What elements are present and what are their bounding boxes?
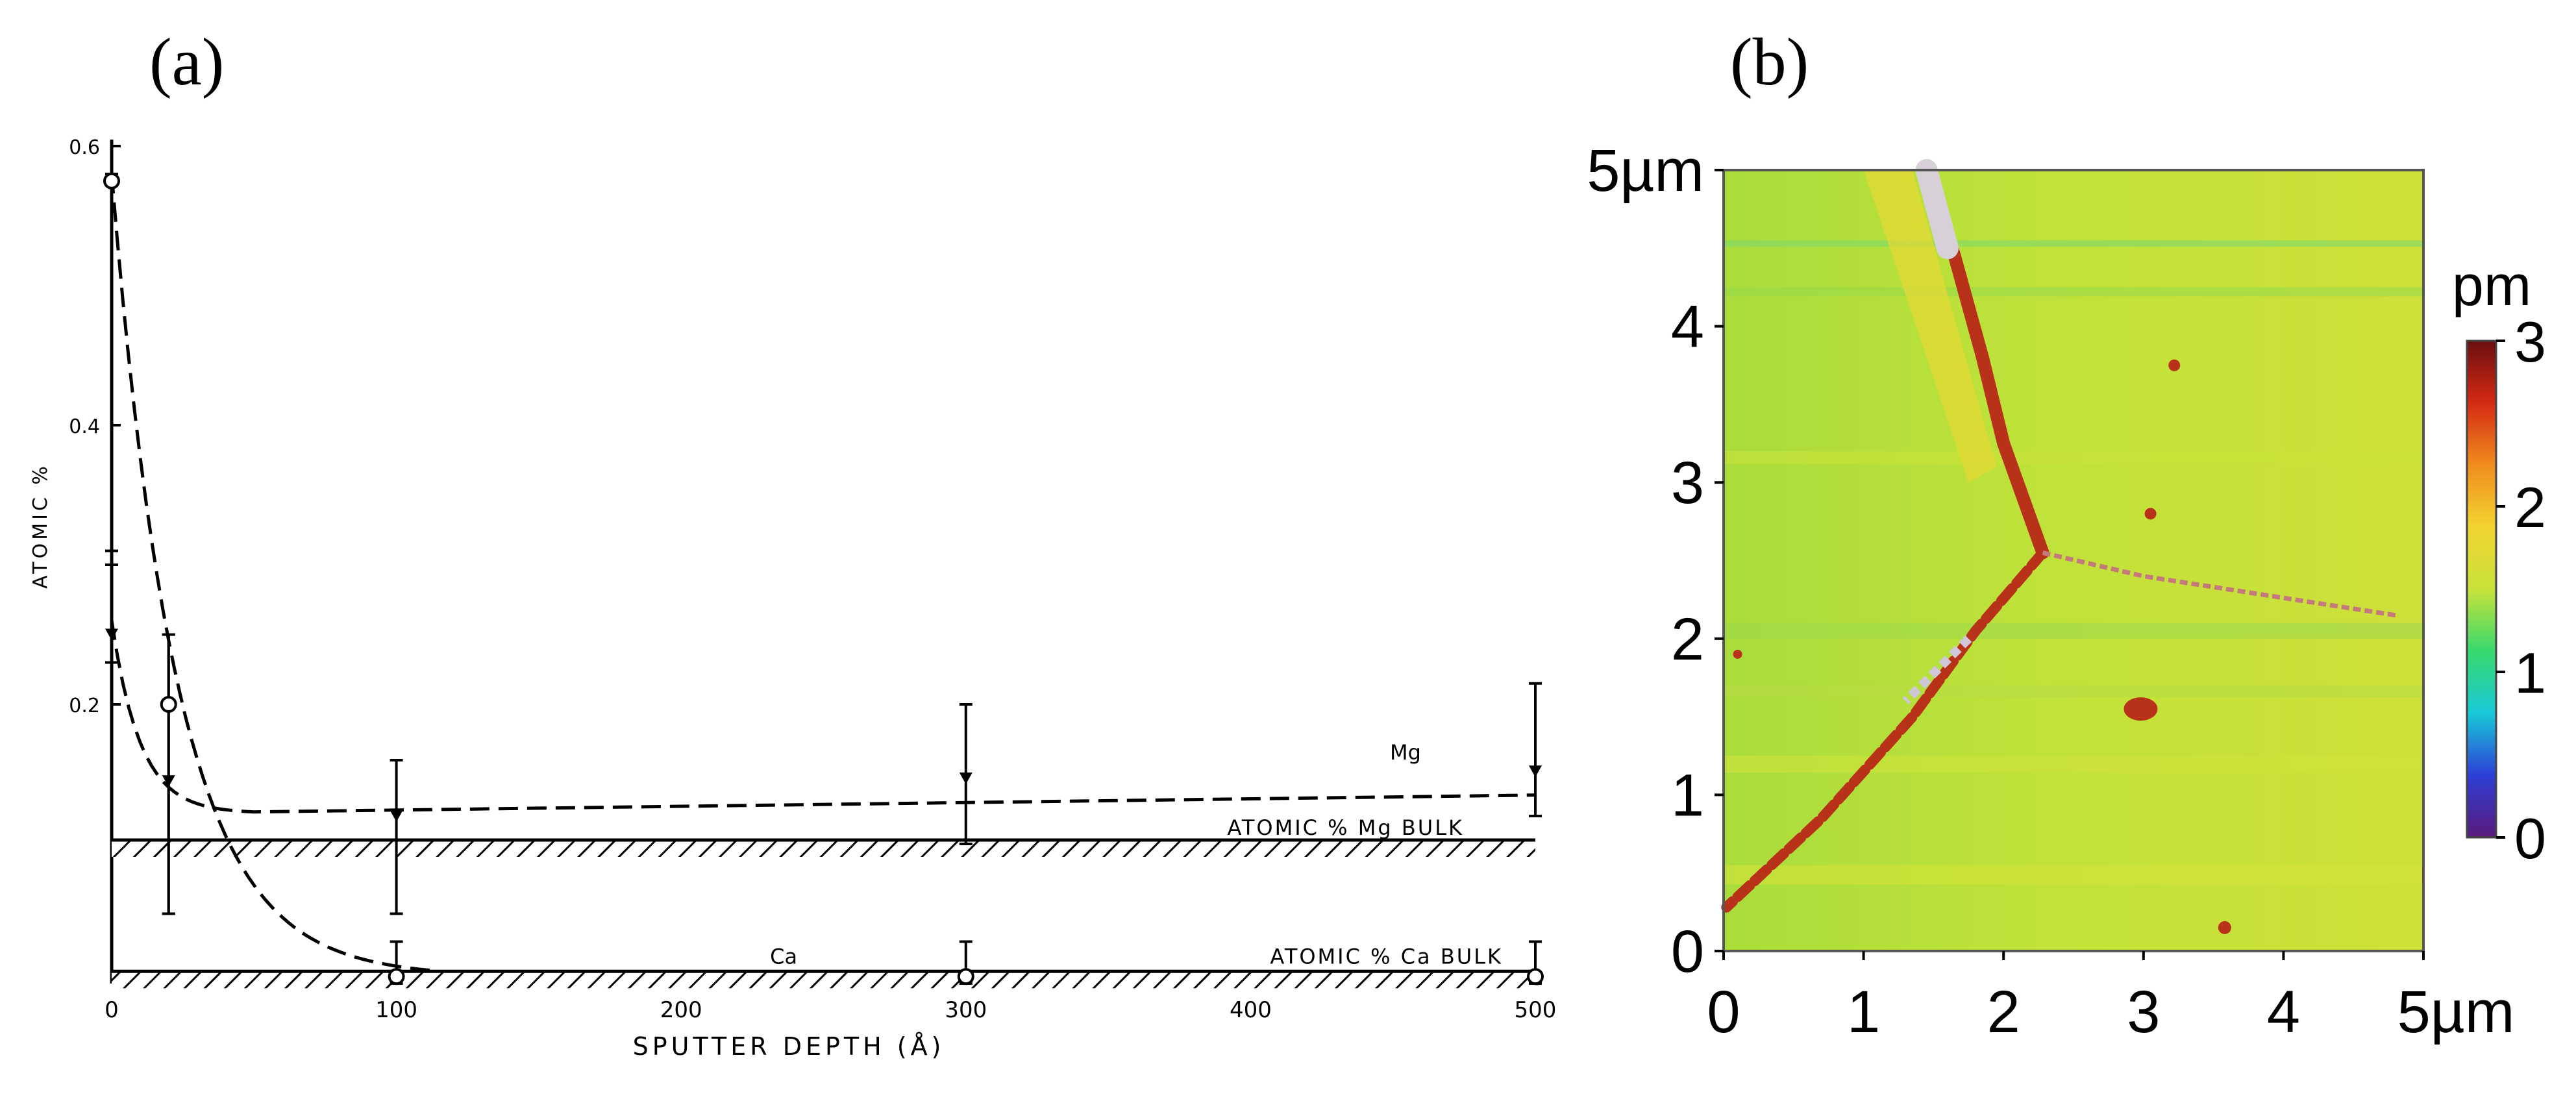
- colorbar-gradient: [2466, 340, 2497, 839]
- texture-stripe: [1724, 623, 2423, 639]
- data-point-mg: [105, 628, 118, 641]
- colorbar-tick-label: 2: [2514, 475, 2546, 539]
- grain-boundary-highlight: [1915, 159, 1959, 260]
- texture-stripe: [1724, 451, 2423, 465]
- grain-boundary-right: [2042, 550, 2396, 618]
- data-point-ca: [388, 968, 405, 985]
- x-tick-label: 0: [105, 997, 119, 1023]
- x-tick-label: 400: [1230, 997, 1272, 1023]
- annotation-mg: Mg: [1390, 740, 1421, 765]
- texture-stripe: [1724, 685, 2423, 697]
- heatmap-spot: [2124, 697, 2158, 721]
- heatmap-spot: [2144, 508, 2157, 520]
- texture-stripe: [1724, 287, 2423, 297]
- x-axis-label: SPUTTER DEPTH (Å): [633, 1032, 945, 1061]
- y-tick-label: 0.2: [69, 695, 100, 717]
- yellow-band: [1863, 170, 1997, 483]
- grain-boundary-highlight: [1902, 635, 1972, 705]
- chart-a: 0 100 200 300 400 500 0.2 0.4 0.6 SPUTTER DEPTH (…: [29, 136, 1556, 1061]
- y-tick-label: 5µm: [1587, 138, 1704, 204]
- y-tick-label: 3: [1671, 450, 1704, 516]
- bulk-ca-label: ATOMIC % Ca BULK: [1270, 944, 1503, 969]
- grain-boundary-lower: [1721, 547, 2048, 913]
- data-point-ca: [160, 696, 177, 713]
- panel-b-label: (b): [1730, 25, 1809, 99]
- y-axis-label: ATOMIC %: [29, 463, 52, 589]
- x-tick-label: 4: [2267, 979, 2300, 1045]
- x-tick-label: 500: [1515, 997, 1557, 1023]
- x-tick-label: 2: [1987, 979, 2020, 1045]
- data-point-ca: [103, 172, 120, 190]
- bulk-mg-label: ATOMIC % Mg BULK: [1227, 815, 1464, 840]
- x-tick-label: 300: [945, 997, 987, 1023]
- texture-stripe: [1724, 240, 2423, 247]
- annotation-ca: Ca: [770, 944, 797, 969]
- heatmap-axes: 00 1 1 2 2 3 3 4 4 5µm 5µm: [1587, 138, 2514, 1045]
- data-point-mg: [390, 810, 403, 822]
- y-tick-label: 1: [1671, 762, 1704, 828]
- panel-a-label: (a): [149, 25, 224, 99]
- x-tick-label: 200: [660, 997, 702, 1023]
- chart-text: 0 100 200 300 400 500 0.2 0.4 0.6 SPUTTER DEPTH (…: [29, 136, 1556, 1061]
- x-tick-label: 100: [375, 997, 417, 1023]
- bulk-band: [112, 971, 1535, 989]
- heatmap-spot: [2168, 359, 2181, 371]
- heatmap-spot: [1733, 649, 1742, 659]
- curve-ca: [110, 173, 437, 973]
- colorbar-tick-label: 1: [2514, 641, 2546, 705]
- y-tick-label: 0.4: [69, 415, 100, 438]
- y-tick-label: 0: [1671, 919, 1704, 985]
- heatmap-background: [1724, 170, 2423, 951]
- x-tick-label: 3: [2127, 979, 2160, 1045]
- data-point-ca: [1527, 968, 1544, 985]
- texture-stripe: [1724, 865, 2423, 885]
- x-tick-label: 0: [1707, 979, 1740, 1045]
- y-tick-label: 2: [1671, 606, 1704, 673]
- x-tick-label: 1: [1847, 979, 1880, 1045]
- x-tick-label: 5µm: [2397, 979, 2515, 1045]
- heatmap-spot: [2218, 921, 2231, 934]
- bulk-levels: [112, 838, 1535, 989]
- bulk-band: [112, 840, 1535, 857]
- y-tick-label: 0.6: [69, 136, 100, 159]
- heatmap-frame: [1722, 169, 2425, 952]
- curve-mg: [110, 620, 1536, 814]
- data-point-ca: [957, 968, 974, 985]
- colorbar: pm 0 1 2 3: [2452, 253, 2546, 871]
- y-tick-label: 4: [1671, 294, 1704, 360]
- colorbar-tick-label: 3: [2514, 310, 2546, 374]
- data-marks: [103, 172, 1544, 985]
- colorbar-tick-label: 0: [2514, 806, 2546, 871]
- series-curves: [110, 173, 1536, 973]
- heatmap-image: [1721, 159, 2423, 951]
- data-point-mg: [959, 772, 972, 784]
- data-point-mg: [1529, 765, 1542, 778]
- colorbar-unit: pm: [2452, 253, 2531, 317]
- texture-stripe: [1724, 756, 2423, 773]
